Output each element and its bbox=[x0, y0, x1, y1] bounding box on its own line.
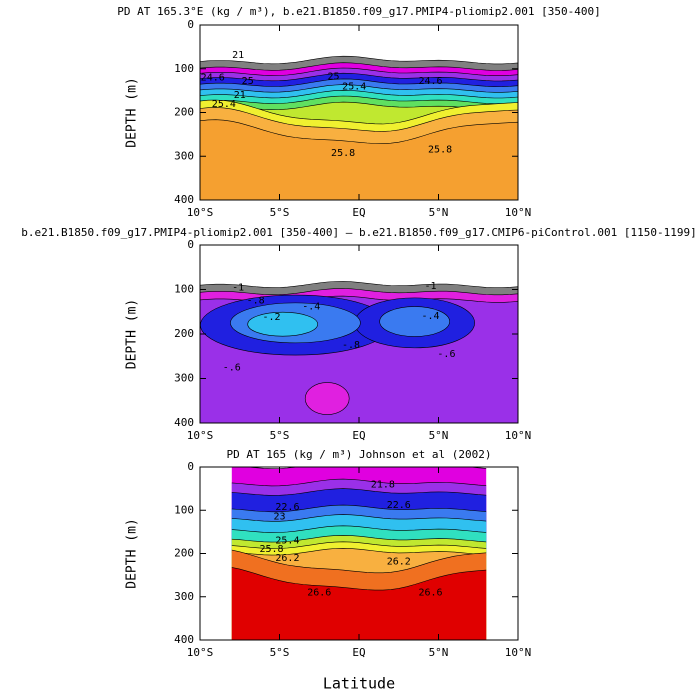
panel-title: b.e21.B1850.f09_g17.PMIP4-pliomip2.001 [… bbox=[21, 226, 697, 239]
contour-label: 22.6 bbox=[387, 500, 411, 511]
contour-label: -.6 bbox=[437, 349, 455, 360]
x-tick-label: 5°N bbox=[429, 429, 449, 442]
contour-band bbox=[231, 567, 487, 640]
y-tick-label: 200 bbox=[174, 327, 194, 340]
contour-label: 22.6 bbox=[275, 502, 299, 513]
x-tick-label: 10°S bbox=[187, 429, 214, 442]
contour-label: 25.4 bbox=[275, 536, 299, 547]
panel: b.e21.B1850.f09_g17.PMIP4-pliomip2.001 [… bbox=[21, 226, 697, 442]
x-tick-label: 10°S bbox=[187, 206, 214, 219]
contour-label: -.6 bbox=[223, 362, 241, 373]
contour-label: -.8 bbox=[342, 340, 360, 351]
panel: PD AT 165 (kg / m³) Johnson et al (2002)… bbox=[125, 448, 532, 693]
x-tick-label: 5°N bbox=[429, 206, 449, 219]
contour-label: -1 bbox=[425, 281, 437, 292]
x-tick-label: 5°N bbox=[429, 646, 449, 659]
contour-label: -.4 bbox=[422, 311, 440, 322]
contour-label: -.4 bbox=[302, 301, 320, 312]
y-tick-label: 100 bbox=[174, 283, 194, 296]
contour-label: 21.8 bbox=[371, 479, 395, 490]
y-tick-label: 200 bbox=[174, 106, 194, 119]
x-tick-label: 10°S bbox=[187, 646, 214, 659]
contour-label: 26.6 bbox=[419, 587, 443, 598]
contour-label: 23 bbox=[273, 512, 285, 523]
y-axis-label: DEPTH (m) bbox=[125, 77, 140, 147]
x-tick-label: 10°N bbox=[505, 206, 532, 219]
contour-label: 24.6 bbox=[201, 73, 225, 84]
contour-label: 25.8 bbox=[428, 145, 452, 156]
contour-band bbox=[200, 119, 518, 200]
x-tick-label: EQ bbox=[352, 646, 365, 659]
y-tick-label: 300 bbox=[174, 149, 194, 162]
contour-blob bbox=[247, 311, 318, 337]
y-tick-label: 400 bbox=[174, 193, 194, 206]
panel-title: PD AT 165 (kg / m³) Johnson et al (2002) bbox=[227, 448, 492, 461]
contour-label: 25 bbox=[242, 76, 254, 87]
contour-label: -.2 bbox=[263, 312, 281, 323]
x-tick-label: EQ bbox=[352, 206, 365, 219]
contour-label: -1 bbox=[232, 282, 244, 293]
contour-fill bbox=[200, 281, 518, 423]
y-axis-label: DEPTH (m) bbox=[125, 299, 140, 369]
panel-title: PD AT 165.3°E (kg / m³), b.e21.B1850.f09… bbox=[117, 5, 600, 18]
contour-blob bbox=[379, 306, 450, 337]
y-tick-label: 0 bbox=[187, 238, 194, 251]
y-tick-label: 0 bbox=[187, 460, 194, 473]
contour-label: 26.6 bbox=[307, 587, 331, 598]
x-axis-label: Latitude bbox=[323, 675, 395, 693]
x-tick-label: 5°S bbox=[270, 429, 290, 442]
contour-label: -.8 bbox=[247, 296, 265, 307]
y-tick-label: 400 bbox=[174, 416, 194, 429]
y-axis-label: DEPTH (m) bbox=[125, 518, 140, 588]
y-tick-label: 200 bbox=[174, 547, 194, 560]
y-tick-label: 300 bbox=[174, 590, 194, 603]
contour-fill bbox=[200, 55, 518, 200]
panel: PD AT 165.3°E (kg / m³), b.e21.B1850.f09… bbox=[117, 5, 600, 219]
contour-label: 25 bbox=[328, 72, 340, 83]
contour-label: 26.2 bbox=[275, 553, 299, 564]
contour-label: 25.4 bbox=[342, 81, 366, 92]
contour-label: 26.2 bbox=[387, 556, 411, 567]
contour-label: 25.8 bbox=[260, 544, 284, 555]
x-tick-label: EQ bbox=[352, 429, 365, 442]
y-tick-label: 400 bbox=[174, 633, 194, 646]
x-tick-label: 10°N bbox=[505, 646, 532, 659]
y-tick-label: 100 bbox=[174, 503, 194, 516]
y-tick-label: 300 bbox=[174, 372, 194, 385]
y-tick-label: 100 bbox=[174, 62, 194, 75]
contour-label: 21 bbox=[234, 90, 246, 101]
contour-fill bbox=[231, 467, 487, 640]
x-tick-label: 5°S bbox=[270, 206, 290, 219]
y-tick-label: 0 bbox=[187, 18, 194, 31]
x-tick-label: 10°N bbox=[505, 429, 532, 442]
contour-blob bbox=[304, 382, 350, 415]
contour-label: 25.8 bbox=[331, 148, 355, 159]
contour-label: 24.6 bbox=[419, 76, 443, 87]
x-tick-label: 5°S bbox=[270, 646, 290, 659]
contour-label: 25.4 bbox=[212, 99, 236, 110]
contour-label: 21 bbox=[232, 50, 244, 61]
